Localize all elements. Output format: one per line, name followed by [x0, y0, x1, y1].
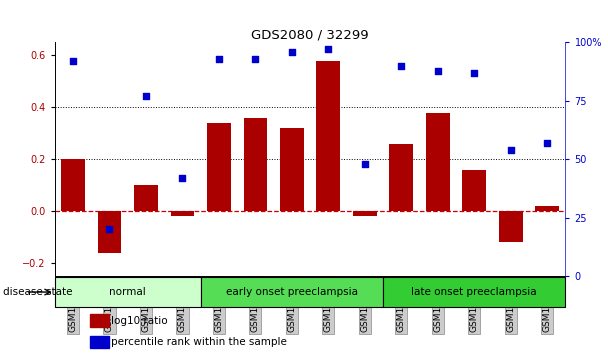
- Bar: [134, 185, 157, 211]
- Bar: [383, 277, 565, 307]
- Bar: [499, 211, 522, 242]
- Bar: [91, 314, 109, 327]
- Bar: [91, 336, 109, 348]
- Bar: [243, 118, 267, 211]
- Bar: [201, 277, 383, 307]
- Point: [68, 58, 78, 64]
- Point: [141, 93, 151, 99]
- Point: [542, 140, 552, 146]
- Point: [178, 175, 187, 181]
- Text: percentile rank within the sample: percentile rank within the sample: [111, 337, 287, 347]
- Point: [105, 227, 114, 232]
- Bar: [55, 277, 201, 307]
- Bar: [280, 128, 303, 211]
- Bar: [426, 113, 449, 211]
- Bar: [316, 61, 340, 211]
- Bar: [535, 206, 559, 211]
- Point: [323, 47, 333, 52]
- Bar: [207, 123, 230, 211]
- Bar: [462, 170, 486, 211]
- Point: [469, 70, 479, 76]
- Point: [214, 56, 224, 62]
- Text: late onset preeclampsia: late onset preeclampsia: [412, 287, 537, 297]
- Point: [250, 56, 260, 62]
- Point: [506, 147, 516, 153]
- Point: [396, 63, 406, 69]
- Text: disease state: disease state: [3, 287, 72, 297]
- Text: log10 ratio: log10 ratio: [111, 316, 168, 326]
- Point: [433, 68, 443, 73]
- Bar: [97, 211, 121, 253]
- Bar: [61, 159, 85, 211]
- Bar: [353, 211, 376, 216]
- Point: [287, 49, 297, 55]
- Text: normal: normal: [109, 287, 146, 297]
- Title: GDS2080 / 32299: GDS2080 / 32299: [251, 28, 369, 41]
- Bar: [389, 144, 413, 211]
- Text: early onset preeclampsia: early onset preeclampsia: [226, 287, 358, 297]
- Point: [360, 161, 370, 167]
- Bar: [170, 211, 194, 216]
